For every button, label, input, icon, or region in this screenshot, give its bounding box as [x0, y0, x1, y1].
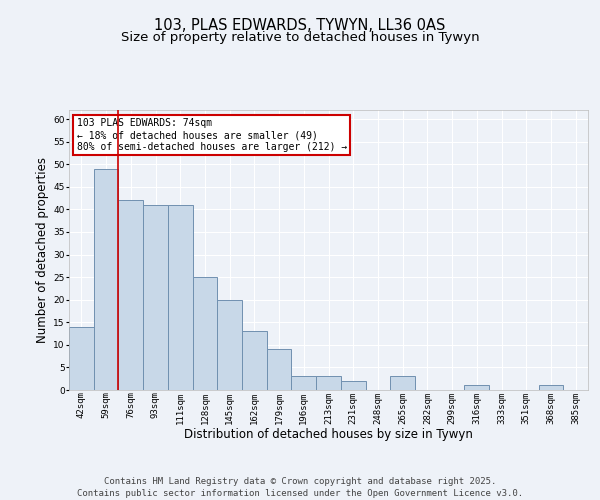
Bar	[69, 327, 94, 390]
Bar	[217, 300, 242, 390]
Bar	[464, 386, 489, 390]
Bar	[267, 350, 292, 390]
Y-axis label: Number of detached properties: Number of detached properties	[36, 157, 49, 343]
Bar	[94, 168, 118, 390]
Text: 103 PLAS EDWARDS: 74sqm
← 18% of detached houses are smaller (49)
80% of semi-de: 103 PLAS EDWARDS: 74sqm ← 18% of detache…	[77, 118, 347, 152]
Bar	[193, 277, 217, 390]
Bar	[118, 200, 143, 390]
Bar	[316, 376, 341, 390]
Text: Contains HM Land Registry data © Crown copyright and database right 2025.
Contai: Contains HM Land Registry data © Crown c…	[77, 476, 523, 498]
Bar	[341, 381, 365, 390]
Bar	[390, 376, 415, 390]
X-axis label: Distribution of detached houses by size in Tywyn: Distribution of detached houses by size …	[184, 428, 473, 441]
Bar	[143, 205, 168, 390]
Text: Size of property relative to detached houses in Tywyn: Size of property relative to detached ho…	[121, 31, 479, 44]
Text: 103, PLAS EDWARDS, TYWYN, LL36 0AS: 103, PLAS EDWARDS, TYWYN, LL36 0AS	[154, 18, 446, 32]
Bar	[539, 386, 563, 390]
Bar	[292, 376, 316, 390]
Bar	[242, 332, 267, 390]
Bar	[168, 205, 193, 390]
